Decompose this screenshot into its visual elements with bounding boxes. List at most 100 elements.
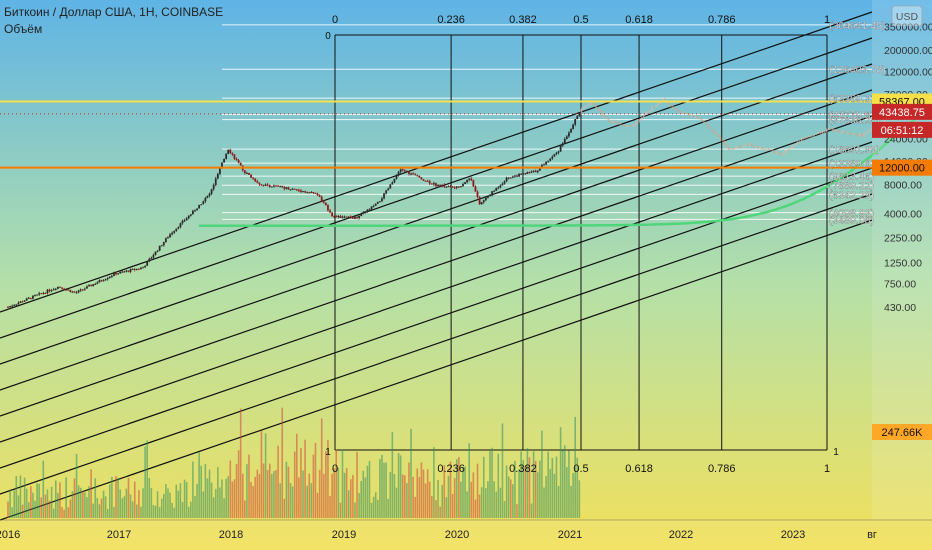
candle-body (385, 190, 388, 194)
candle-body (734, 147, 737, 149)
candle-body (196, 208, 198, 211)
volume-bar (443, 465, 446, 518)
volume-bar (568, 450, 570, 518)
candle-body (316, 193, 319, 196)
volume-bar (509, 479, 512, 518)
candle-body (119, 271, 122, 274)
volume-bar (115, 476, 117, 518)
candle-body (11, 305, 14, 307)
candle-body (268, 185, 271, 187)
candle-body (362, 212, 365, 214)
volume-bar (335, 449, 338, 518)
volume-bar (194, 496, 196, 518)
volume-bar (73, 478, 76, 518)
volume-bar (393, 473, 396, 518)
candle-body (786, 150, 788, 152)
candle-body (408, 171, 410, 174)
candle-body (850, 133, 853, 135)
candle-body (840, 132, 842, 134)
candle-body (798, 140, 801, 142)
candle-body (250, 174, 252, 178)
volume-bar (352, 474, 354, 518)
candle-body (613, 121, 616, 123)
volume-bar (98, 504, 101, 518)
volume-bar (146, 440, 148, 518)
candle-body (25, 298, 28, 301)
time-zone-label-bottom: 0.618 (625, 463, 653, 475)
candle-body (422, 179, 425, 181)
candle-body (605, 117, 608, 119)
fib-level-label: (3489.08) (829, 214, 874, 226)
candle-body (586, 105, 589, 107)
volume-bar (187, 506, 190, 518)
volume-bar (316, 492, 319, 518)
candle-body (856, 133, 859, 136)
volume-bar (349, 479, 352, 518)
volume-bar (63, 509, 65, 518)
volume-bar (67, 507, 70, 518)
volume-bar (212, 497, 215, 518)
candle-body (79, 289, 82, 291)
candle-body (526, 172, 529, 174)
candle-body (501, 183, 504, 186)
candle-body (92, 284, 95, 287)
candle-body (572, 124, 574, 129)
volume-bar (543, 487, 545, 518)
channel-line (0, 193, 873, 495)
candle-body (337, 216, 340, 218)
candle-body (466, 179, 469, 183)
candle-body (308, 192, 311, 194)
candle-body (574, 119, 577, 125)
volume-bar (239, 408, 242, 518)
volume-bar (327, 440, 329, 518)
candle-body (715, 133, 718, 135)
candle-body (684, 112, 687, 114)
time-axis-label: 2019 (332, 529, 356, 541)
volume-bar (171, 502, 173, 518)
volume-bar (451, 493, 454, 518)
candle-body (235, 158, 238, 161)
candle-body (231, 152, 234, 155)
candle-body (582, 107, 585, 109)
volume-bar (547, 451, 549, 518)
volume-bar (271, 473, 273, 518)
candle-body (688, 113, 691, 116)
volume-bar (370, 502, 373, 518)
price-badge-label: 06:51:12 (881, 125, 924, 137)
volume-bar (175, 484, 178, 518)
fib-level-label: (9813.46) (829, 171, 874, 183)
candle-body (287, 187, 290, 190)
candle-body (418, 175, 421, 178)
volume-bar (169, 492, 171, 518)
volume-bar (306, 485, 308, 518)
volume-bar (360, 481, 362, 518)
price-badge-label: 12000.00 (879, 163, 925, 175)
volume-bar (329, 496, 331, 518)
candle-body (393, 178, 396, 183)
candle-body (568, 132, 570, 137)
volume-bar (229, 460, 232, 518)
candle-body (553, 154, 556, 157)
candle-body (536, 170, 539, 173)
volume-bar (30, 486, 32, 518)
candle-body (775, 152, 778, 154)
volume-bar (431, 496, 433, 518)
volume-bar (447, 475, 450, 518)
candle-body (671, 106, 674, 108)
candle-body (611, 121, 614, 123)
time-zone-label-bottom: 0.236 (437, 463, 465, 475)
volume-bar (11, 507, 13, 518)
candle-body (638, 119, 641, 123)
volume-bar (108, 484, 111, 518)
candle-body (59, 286, 61, 288)
volume-bar (468, 443, 471, 518)
candle-body (609, 120, 612, 123)
candle-body (538, 166, 541, 171)
fib-level-label: (13389.82) (829, 158, 880, 170)
volume-bar (204, 464, 207, 518)
candle-body (405, 171, 408, 173)
candle-body (497, 187, 500, 189)
candle-body (703, 121, 705, 123)
